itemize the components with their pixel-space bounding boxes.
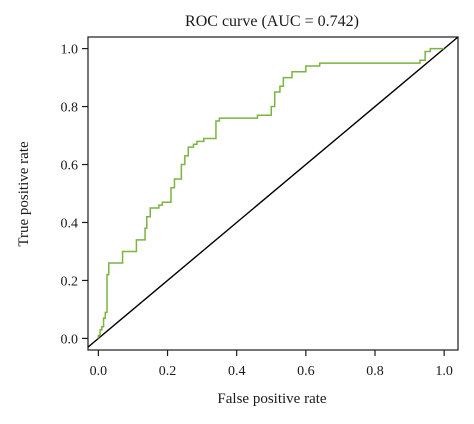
y-tick-label: 1.0 — [61, 43, 79, 58]
x-tick-label: 0.0 — [90, 364, 108, 379]
x-axis-ticks: 0.0 0.2 0.4 0.6 0.8 1.0 — [90, 350, 453, 379]
y-axis-ticks: 0.0 0.2 0.4 0.6 0.8 1.0 — [61, 43, 88, 347]
y-tick-label: 0.8 — [61, 101, 79, 116]
x-tick-label: 0.4 — [228, 364, 246, 379]
y-tick-label: 0.0 — [61, 332, 79, 347]
x-tick-label: 0.6 — [297, 364, 315, 379]
x-tick-label: 0.8 — [366, 364, 384, 379]
y-tick-label: 0.2 — [61, 274, 79, 289]
x-tick-label: 1.0 — [435, 364, 453, 379]
y-axis-label: True positive rate — [16, 141, 32, 247]
x-axis-label: False positive rate — [217, 391, 326, 407]
roc-curve-line — [97, 47, 445, 339]
y-tick-label: 0.4 — [61, 216, 79, 231]
plot-area-frame — [87, 36, 459, 351]
roc-series-group — [97, 47, 445, 339]
y-tick-label: 0.6 — [61, 159, 79, 174]
reference-diagonal-line — [87, 36, 459, 348]
x-tick-label: 0.2 — [159, 364, 177, 379]
chart-title: ROC curve (AUC = 0.742) — [185, 13, 359, 30]
